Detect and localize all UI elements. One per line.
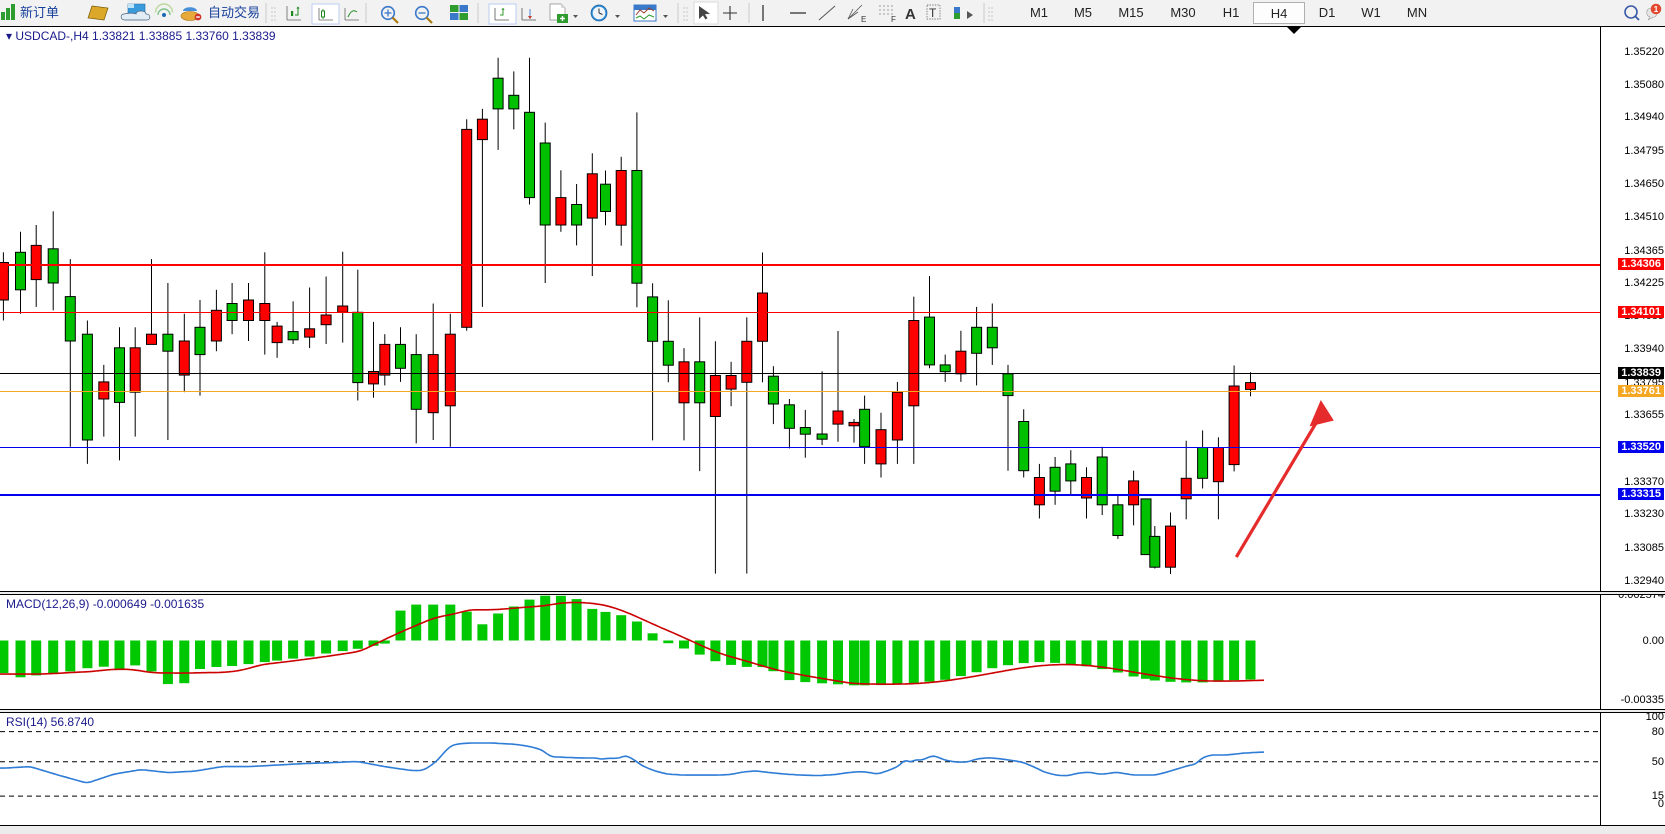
- svg-text:E: E: [861, 15, 866, 24]
- svg-text:1: 1: [1654, 5, 1659, 14]
- svg-text:自动交易: 自动交易: [208, 5, 260, 20]
- svg-text:F: F: [891, 15, 896, 24]
- svg-text:新订单: 新订单: [20, 5, 59, 20]
